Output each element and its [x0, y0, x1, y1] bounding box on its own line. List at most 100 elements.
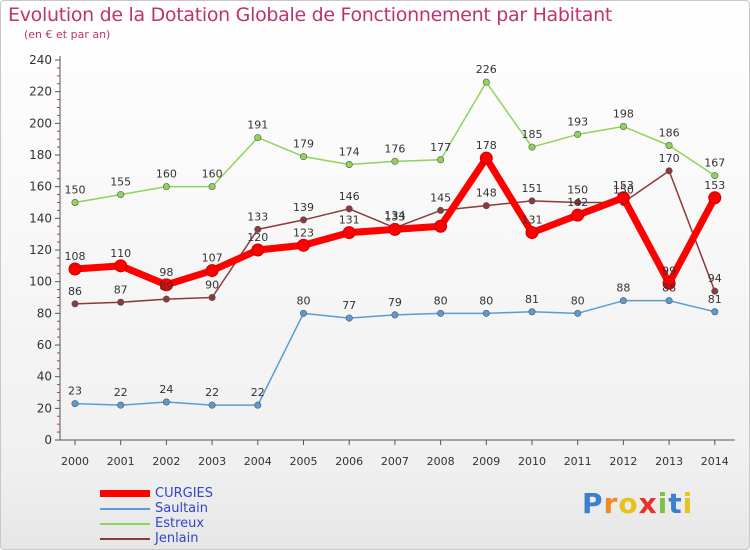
data-label-saultain: 22 [205, 386, 219, 399]
data-point-jenlain [254, 225, 262, 233]
data-label-curgies: 153 [613, 179, 634, 192]
data-label-saultain: 80 [434, 294, 448, 307]
data-label-saultain: 77 [342, 299, 356, 312]
logo-letter: t [668, 487, 683, 520]
data-point-estreux [619, 123, 627, 131]
data-point-saultain [482, 309, 490, 317]
y-tick-label: 60 [37, 338, 52, 352]
data-point-saultain [437, 309, 445, 317]
data-label-saultain: 80 [571, 294, 585, 307]
data-label-saultain: 88 [616, 282, 630, 295]
data-label-saultain: 22 [114, 386, 128, 399]
data-label-estreux: 155 [110, 176, 131, 189]
data-point-saultain [619, 297, 627, 305]
logo-letter: P [582, 487, 604, 520]
data-point-jenlain [665, 167, 673, 175]
legend-swatch-curgies [100, 490, 150, 497]
logo-letter: i [657, 487, 669, 520]
data-point-estreux [299, 153, 307, 161]
data-point-curgies [662, 276, 676, 290]
data-point-curgies [68, 262, 82, 276]
data-point-estreux [574, 130, 582, 138]
data-label-curgies: 99 [662, 264, 676, 277]
data-label-estreux: 167 [704, 157, 725, 170]
data-label-jenlain: 146 [339, 190, 360, 203]
data-point-curgies [114, 259, 128, 273]
data-point-saultain [574, 309, 582, 317]
data-point-saultain [345, 314, 353, 322]
data-point-saultain [208, 401, 216, 409]
y-tick-label: 180 [29, 148, 52, 162]
data-label-jenlain: 150 [613, 184, 634, 197]
data-label-saultain: 88 [662, 282, 676, 295]
legend-label-estreux: Estreux [155, 516, 205, 531]
data-point-estreux [117, 191, 125, 199]
data-point-saultain [162, 398, 170, 406]
data-label-saultain: 80 [479, 294, 493, 307]
data-label-curgies: 108 [65, 250, 86, 263]
legend-label-curgies: CURGIES [155, 486, 213, 501]
data-point-estreux [437, 156, 445, 164]
data-label-jenlain: 150 [567, 184, 588, 197]
data-point-jenlain [345, 205, 353, 213]
x-tick-label: 2014 [701, 455, 729, 468]
data-label-jenlain: 94 [708, 272, 722, 285]
data-point-estreux [71, 199, 79, 207]
data-point-curgies [251, 243, 265, 257]
data-label-saultain: 22 [251, 386, 265, 399]
data-label-curgies: 133 [384, 210, 405, 223]
data-point-jenlain [574, 199, 582, 207]
x-tick-label: 2005 [290, 455, 318, 468]
data-point-jenlain [162, 295, 170, 303]
data-label-curgies: 107 [202, 252, 223, 265]
legend-swatch-jenlain [100, 538, 150, 540]
data-point-estreux [665, 142, 673, 150]
data-point-curgies [616, 191, 630, 205]
data-point-curgies [571, 208, 585, 222]
data-label-estreux: 177 [430, 141, 451, 154]
data-point-curgies [525, 226, 539, 240]
data-label-saultain: 24 [159, 383, 173, 396]
logo-letter: x [638, 487, 658, 520]
data-point-curgies [159, 278, 173, 292]
x-tick-label: 2006 [335, 455, 363, 468]
data-label-curgies: 153 [704, 179, 725, 192]
chart-axes: 0 20 40 60 80 100 120 140 160 180 200 220 240 2000 200… [29, 53, 735, 468]
series-curgies [68, 151, 722, 292]
data-point-saultain [254, 401, 262, 409]
data-label-jenlain: 145 [430, 191, 451, 204]
data-point-saultain [299, 309, 307, 317]
proxiti-logo: Proxiti [582, 487, 693, 520]
x-tick-label: 2010 [518, 455, 546, 468]
data-label-estreux: 150 [65, 184, 86, 197]
logo-letter: r [603, 487, 619, 520]
data-label-estreux: 176 [384, 142, 405, 155]
data-point-curgies [388, 222, 402, 236]
data-label-estreux: 198 [613, 108, 634, 121]
x-tick-label: 2007 [381, 455, 409, 468]
data-label-jenlain: 133 [247, 210, 268, 223]
data-point-estreux [482, 78, 490, 86]
x-tick-label: 2003 [198, 455, 226, 468]
data-point-saultain [528, 308, 536, 316]
data-point-estreux [162, 183, 170, 191]
data-point-jenlain [528, 197, 536, 205]
data-point-jenlain [299, 216, 307, 224]
series-layer [68, 78, 722, 409]
data-point-jenlain [208, 293, 216, 301]
y-tick-label: 20 [37, 401, 52, 415]
data-label-curgies: 98 [159, 266, 173, 279]
data-label-curgies: 131 [522, 214, 543, 227]
data-label-saultain: 81 [708, 293, 722, 306]
data-label-jenlain: 139 [293, 201, 314, 214]
legend-swatch-saultain [100, 508, 150, 510]
x-tick-label: 2011 [564, 455, 592, 468]
data-point-saultain [117, 401, 125, 409]
x-tick-label: 2001 [107, 455, 135, 468]
data-point-curgies [205, 264, 219, 278]
legend-label-jenlain: Jenlain [155, 531, 199, 546]
x-tick-label: 2009 [472, 455, 500, 468]
data-point-saultain [711, 308, 719, 316]
